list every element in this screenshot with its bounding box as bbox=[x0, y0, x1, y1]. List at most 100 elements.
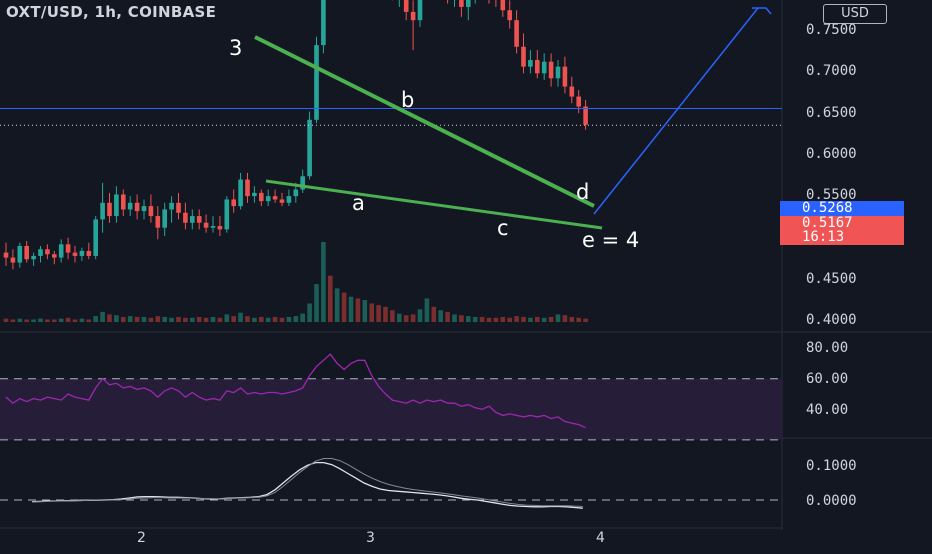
volume-bar bbox=[417, 309, 423, 322]
wave-label-a: a bbox=[352, 191, 365, 215]
volume-bar bbox=[217, 317, 223, 322]
volume-bar bbox=[541, 317, 547, 322]
candle-body bbox=[162, 209, 167, 228]
volume-bar bbox=[535, 316, 540, 322]
time-tick-label: 4 bbox=[596, 530, 605, 546]
volume-bar bbox=[169, 317, 174, 322]
candle-body bbox=[562, 66, 568, 87]
volume-bar bbox=[507, 317, 512, 322]
candle-body bbox=[314, 45, 319, 120]
rsi-tick-label: 40.00 bbox=[806, 402, 849, 418]
candle-body bbox=[265, 196, 271, 202]
volume-bar bbox=[514, 316, 519, 322]
volume-bar bbox=[79, 318, 85, 322]
volume-bar bbox=[383, 306, 388, 322]
candle-body bbox=[541, 61, 547, 74]
volume-bar bbox=[100, 311, 105, 322]
volume-bar bbox=[528, 317, 533, 322]
wave-label-e: e = 4 bbox=[582, 228, 640, 252]
volume-bar bbox=[252, 317, 257, 322]
candle-body bbox=[300, 176, 305, 190]
volume-bar bbox=[576, 317, 581, 322]
candle-body bbox=[24, 245, 29, 260]
current-price-tag: 0.5268 bbox=[780, 201, 904, 216]
rsi-tick-label: 60.00 bbox=[806, 371, 849, 387]
candle-body bbox=[183, 212, 188, 223]
candle-body bbox=[155, 216, 161, 228]
candle-body bbox=[31, 255, 36, 260]
candle-body bbox=[107, 202, 112, 217]
price-tick-label: 0.6500 bbox=[806, 105, 857, 121]
candle-body bbox=[52, 254, 57, 258]
volume-bar bbox=[521, 316, 526, 322]
volume-bar bbox=[196, 316, 202, 322]
volume-bar bbox=[38, 318, 43, 322]
candle-body bbox=[17, 245, 23, 263]
wave-label-c: c bbox=[497, 216, 509, 240]
candle-body bbox=[114, 194, 119, 217]
candle-body bbox=[217, 226, 223, 230]
candle-body bbox=[196, 216, 202, 223]
candle-body bbox=[403, 0, 409, 12]
candle-body bbox=[10, 257, 16, 263]
volume-bar bbox=[334, 288, 340, 322]
candle-body bbox=[231, 199, 236, 207]
candle-body bbox=[176, 202, 181, 213]
volume-bar bbox=[493, 317, 499, 322]
candle-body bbox=[514, 20, 519, 47]
wedge-upper-trendline bbox=[254, 35, 595, 208]
candle-body bbox=[307, 119, 312, 177]
price-tick-label: 0.5500 bbox=[806, 187, 857, 203]
volume-bar bbox=[431, 306, 437, 322]
volume-bar bbox=[10, 319, 16, 322]
candle-body bbox=[321, 0, 326, 46]
candle-body bbox=[521, 46, 526, 67]
volume-bar bbox=[583, 318, 588, 322]
candle-body bbox=[535, 60, 540, 74]
candle-body bbox=[224, 199, 230, 230]
volume-bar bbox=[569, 316, 575, 322]
volume-bar bbox=[45, 319, 50, 322]
volume-bar bbox=[286, 316, 292, 322]
candle-body bbox=[203, 222, 209, 228]
volume-bar bbox=[17, 318, 23, 322]
volume-bar bbox=[93, 316, 98, 322]
volume-bar bbox=[555, 314, 561, 322]
currency-button[interactable]: USD bbox=[823, 4, 887, 24]
price-tick-label: 0.4500 bbox=[806, 271, 857, 287]
candles-layer bbox=[3, 0, 588, 270]
candle-body bbox=[45, 249, 50, 255]
candle-body bbox=[555, 66, 561, 79]
volume-layer bbox=[3, 242, 588, 322]
volume-bar bbox=[348, 296, 354, 322]
candle-body bbox=[93, 219, 98, 256]
volume-bar bbox=[452, 314, 457, 322]
volume-bar bbox=[265, 317, 271, 322]
volume-bar bbox=[279, 317, 285, 322]
candle-body bbox=[245, 179, 250, 197]
volume-bar bbox=[127, 316, 133, 322]
volume-bar bbox=[424, 298, 430, 322]
candle-body bbox=[86, 250, 92, 256]
overlay-layer bbox=[0, 7, 782, 230]
candle-body bbox=[259, 192, 264, 202]
volume-bar bbox=[190, 317, 195, 322]
volume-bar bbox=[155, 316, 161, 322]
candle-body bbox=[38, 249, 43, 256]
volume-bar bbox=[459, 315, 464, 322]
candle-body bbox=[210, 226, 216, 228]
volume-bar bbox=[314, 284, 319, 322]
projection-arrowhead bbox=[752, 7, 772, 15]
volume-bar bbox=[562, 315, 568, 322]
candle-body bbox=[238, 179, 243, 207]
candle-body bbox=[417, 0, 423, 21]
candle-body bbox=[121, 194, 126, 210]
volume-bar bbox=[238, 312, 243, 322]
volume-bar bbox=[141, 316, 147, 322]
candle-body bbox=[252, 192, 257, 197]
candle-body bbox=[65, 244, 71, 253]
candle-body bbox=[466, 0, 471, 7]
